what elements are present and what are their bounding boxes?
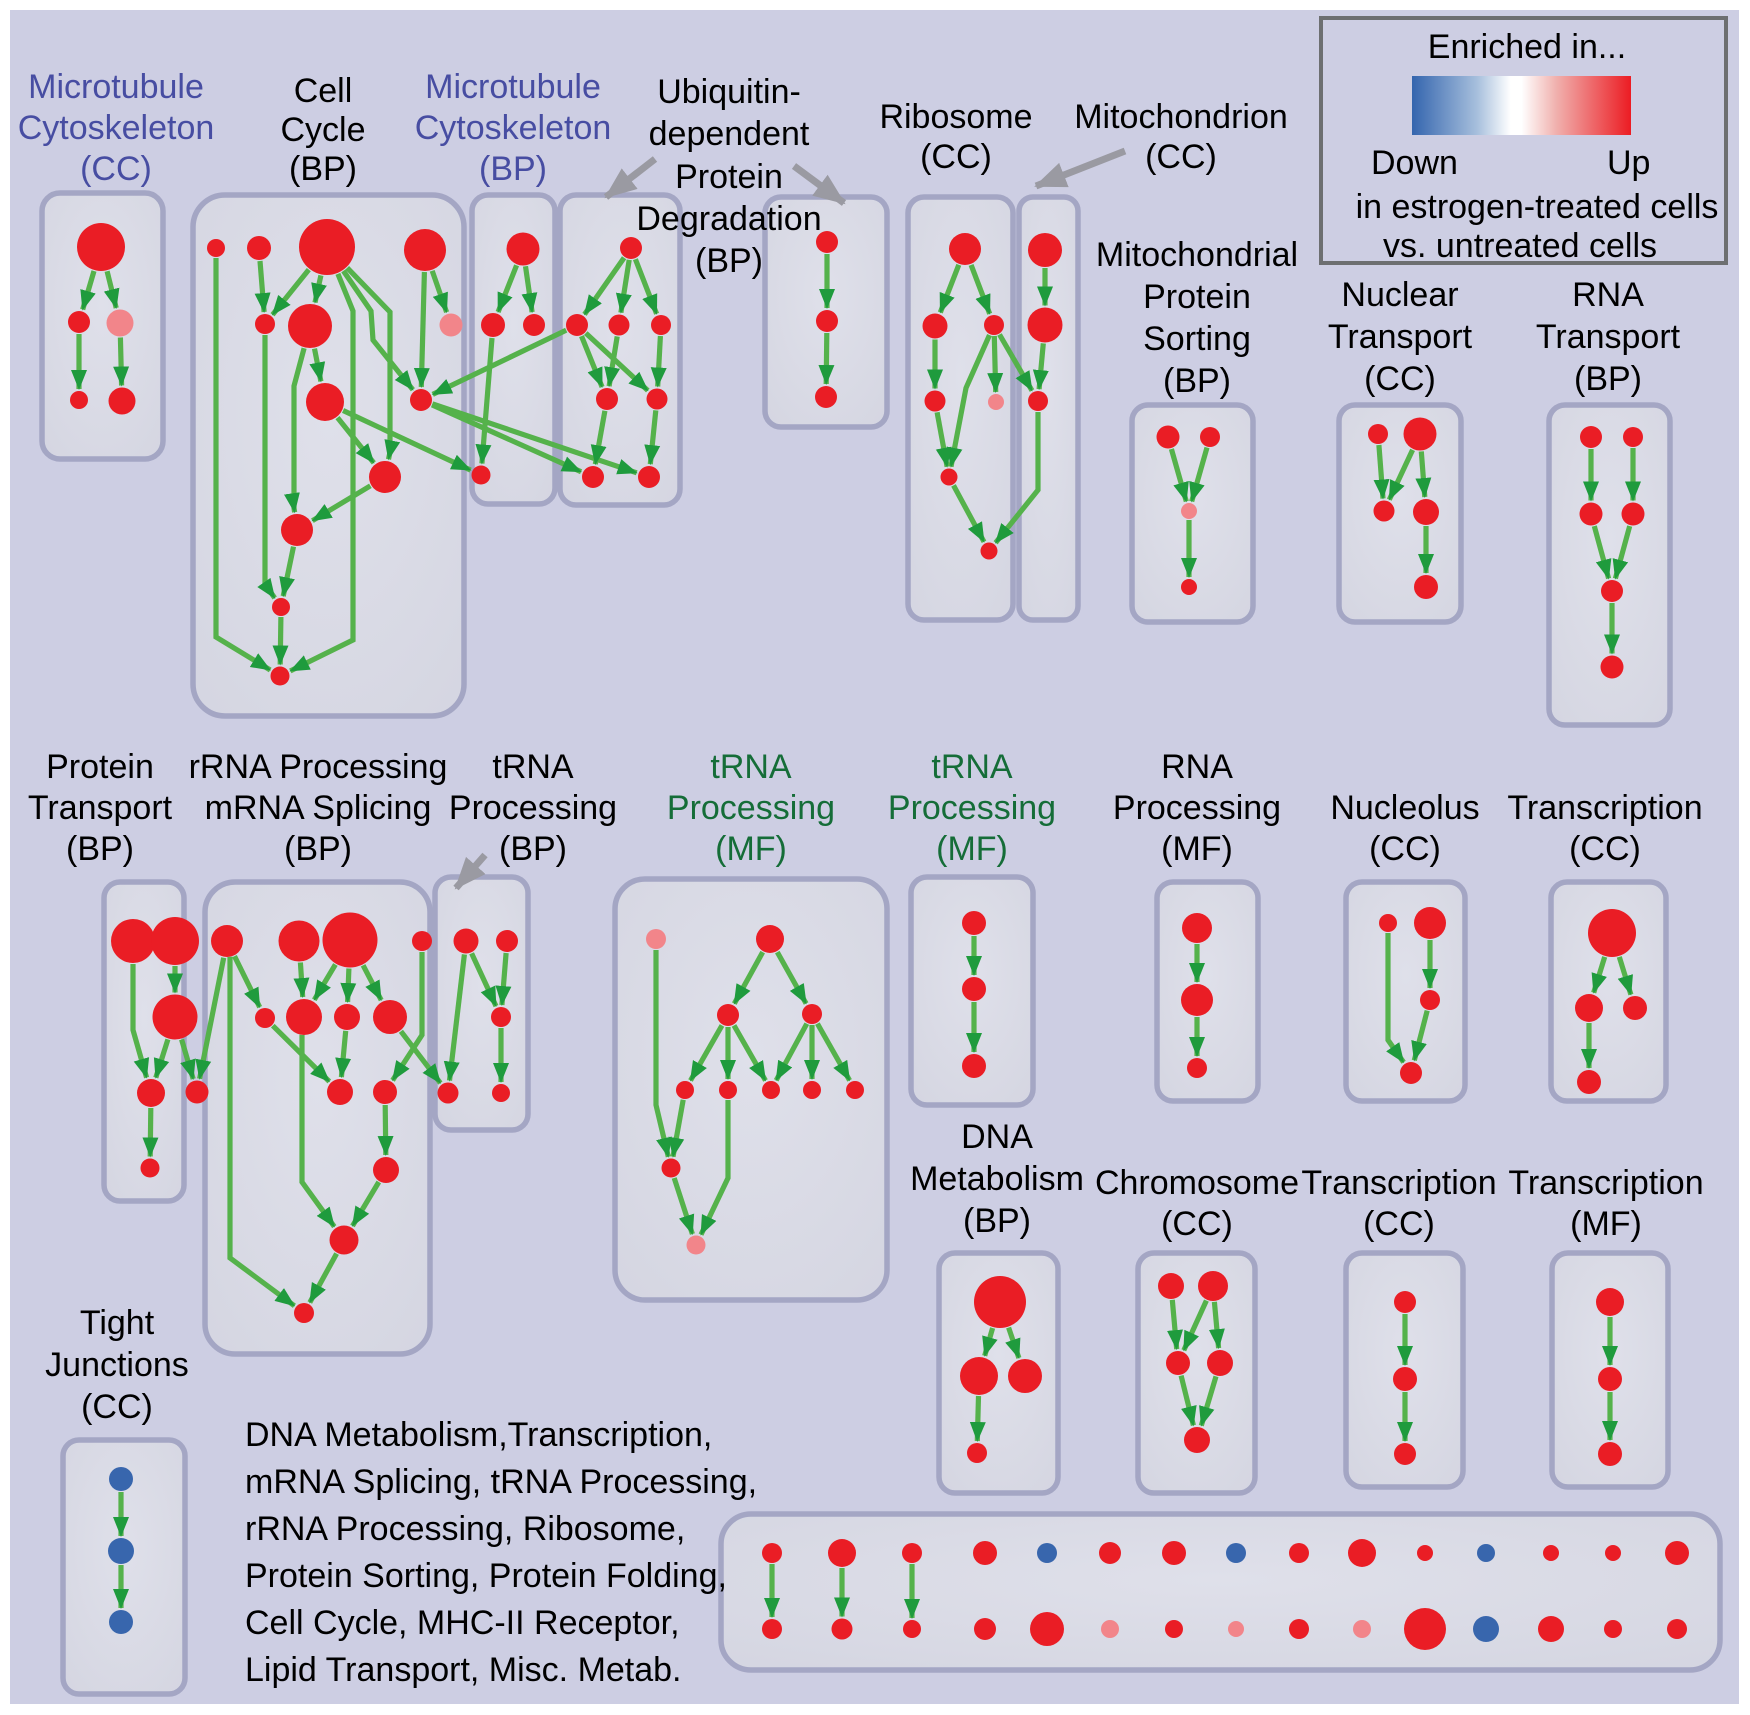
svg-text:(BP): (BP) (1574, 360, 1642, 398)
svg-text:DNA: DNA (961, 1118, 1033, 1156)
svg-text:Processing: Processing (449, 789, 617, 827)
svg-text:Cytoskeleton: Cytoskeleton (18, 109, 215, 147)
svg-text:tRNA: tRNA (710, 748, 792, 786)
svg-text:Protein: Protein (675, 158, 783, 196)
svg-text:dependent: dependent (649, 115, 810, 153)
svg-text:(BP): (BP) (963, 1202, 1031, 1240)
svg-text:DNA Metabolism,Transcription,: DNA Metabolism,Transcription, (245, 1416, 712, 1454)
svg-text:Enriched in...: Enriched in... (1428, 28, 1626, 66)
svg-text:in estrogen-treated cells: in estrogen-treated cells (1356, 188, 1719, 226)
svg-text:Metabolism: Metabolism (910, 1160, 1084, 1198)
svg-text:Protein: Protein (1143, 278, 1251, 316)
svg-text:Ribosome: Ribosome (879, 98, 1032, 136)
svg-text:(BP): (BP) (1163, 362, 1231, 400)
svg-text:(CC): (CC) (1145, 138, 1217, 176)
svg-text:(BP): (BP) (695, 242, 763, 280)
svg-text:(BP): (BP) (479, 150, 547, 188)
svg-text:Transcription: Transcription (1301, 1164, 1496, 1202)
svg-text:Ubiquitin-: Ubiquitin- (657, 73, 801, 111)
svg-text:Nuclear: Nuclear (1341, 276, 1458, 314)
svg-text:(MF): (MF) (936, 830, 1008, 868)
svg-text:(CC): (CC) (1161, 1205, 1233, 1243)
svg-text:(BP): (BP) (289, 150, 357, 188)
svg-text:Transport: Transport (1328, 318, 1473, 356)
svg-text:Sorting: Sorting (1143, 320, 1251, 358)
svg-text:(MF): (MF) (715, 830, 787, 868)
svg-text:(CC): (CC) (1364, 360, 1436, 398)
svg-text:Up: Up (1607, 144, 1650, 182)
svg-text:RNA: RNA (1161, 748, 1233, 786)
svg-text:Cell: Cell (294, 72, 353, 110)
svg-text:Transcription: Transcription (1507, 789, 1702, 827)
svg-text:mRNA Splicing: mRNA Splicing (205, 789, 432, 827)
svg-text:Protein Sorting, Protein Foldi: Protein Sorting, Protein Folding, (245, 1557, 727, 1595)
svg-text:Junctions: Junctions (45, 1346, 189, 1384)
svg-text:rRNA Processing: rRNA Processing (189, 748, 448, 786)
svg-text:mRNA Splicing, tRNA Processing: mRNA Splicing, tRNA Processing, (245, 1463, 757, 1501)
svg-text:(BP): (BP) (284, 830, 352, 868)
svg-text:Transcription: Transcription (1508, 1164, 1703, 1202)
svg-text:tRNA: tRNA (492, 748, 574, 786)
svg-text:Microtubule: Microtubule (425, 68, 601, 106)
svg-text:Processing: Processing (667, 789, 835, 827)
svg-text:Processing: Processing (1113, 789, 1281, 827)
svg-text:Chromosome: Chromosome (1095, 1164, 1299, 1202)
svg-text:(CC): (CC) (80, 150, 152, 188)
svg-text:Protein: Protein (46, 748, 154, 786)
svg-text:vs. untreated cells: vs. untreated cells (1383, 227, 1657, 265)
svg-text:(BP): (BP) (499, 830, 567, 868)
svg-text:Tight: Tight (80, 1304, 155, 1342)
svg-text:(CC): (CC) (1363, 1205, 1435, 1243)
svg-text:Microtubule: Microtubule (28, 68, 204, 106)
svg-text:Down: Down (1371, 144, 1458, 182)
svg-text:(MF): (MF) (1161, 830, 1233, 868)
svg-text:Transport: Transport (28, 789, 173, 827)
svg-text:(CC): (CC) (81, 1388, 153, 1426)
svg-text:Mitochondrion: Mitochondrion (1074, 98, 1288, 136)
svg-text:tRNA: tRNA (931, 748, 1013, 786)
svg-text:Cycle: Cycle (280, 111, 365, 149)
svg-text:Nucleolus: Nucleolus (1330, 789, 1479, 827)
svg-text:Processing: Processing (888, 789, 1056, 827)
svg-text:Degradation: Degradation (636, 200, 821, 238)
svg-text:(CC): (CC) (920, 138, 992, 176)
svg-text:Cell Cycle, MHC-II Receptor,: Cell Cycle, MHC-II Receptor, (245, 1604, 680, 1642)
svg-text:RNA: RNA (1572, 276, 1644, 314)
svg-text:(CC): (CC) (1369, 830, 1441, 868)
svg-text:(MF): (MF) (1570, 1205, 1642, 1243)
svg-text:Mitochondrial: Mitochondrial (1096, 236, 1298, 274)
svg-text:(CC): (CC) (1569, 830, 1641, 868)
svg-text:Transport: Transport (1536, 318, 1681, 356)
svg-text:rRNA Processing, Ribosome,: rRNA Processing, Ribosome, (245, 1510, 685, 1548)
svg-text:Lipid Transport, Misc. Metab.: Lipid Transport, Misc. Metab. (245, 1651, 682, 1689)
svg-text:(BP): (BP) (66, 830, 134, 868)
svg-text:Cytoskeleton: Cytoskeleton (415, 109, 612, 147)
